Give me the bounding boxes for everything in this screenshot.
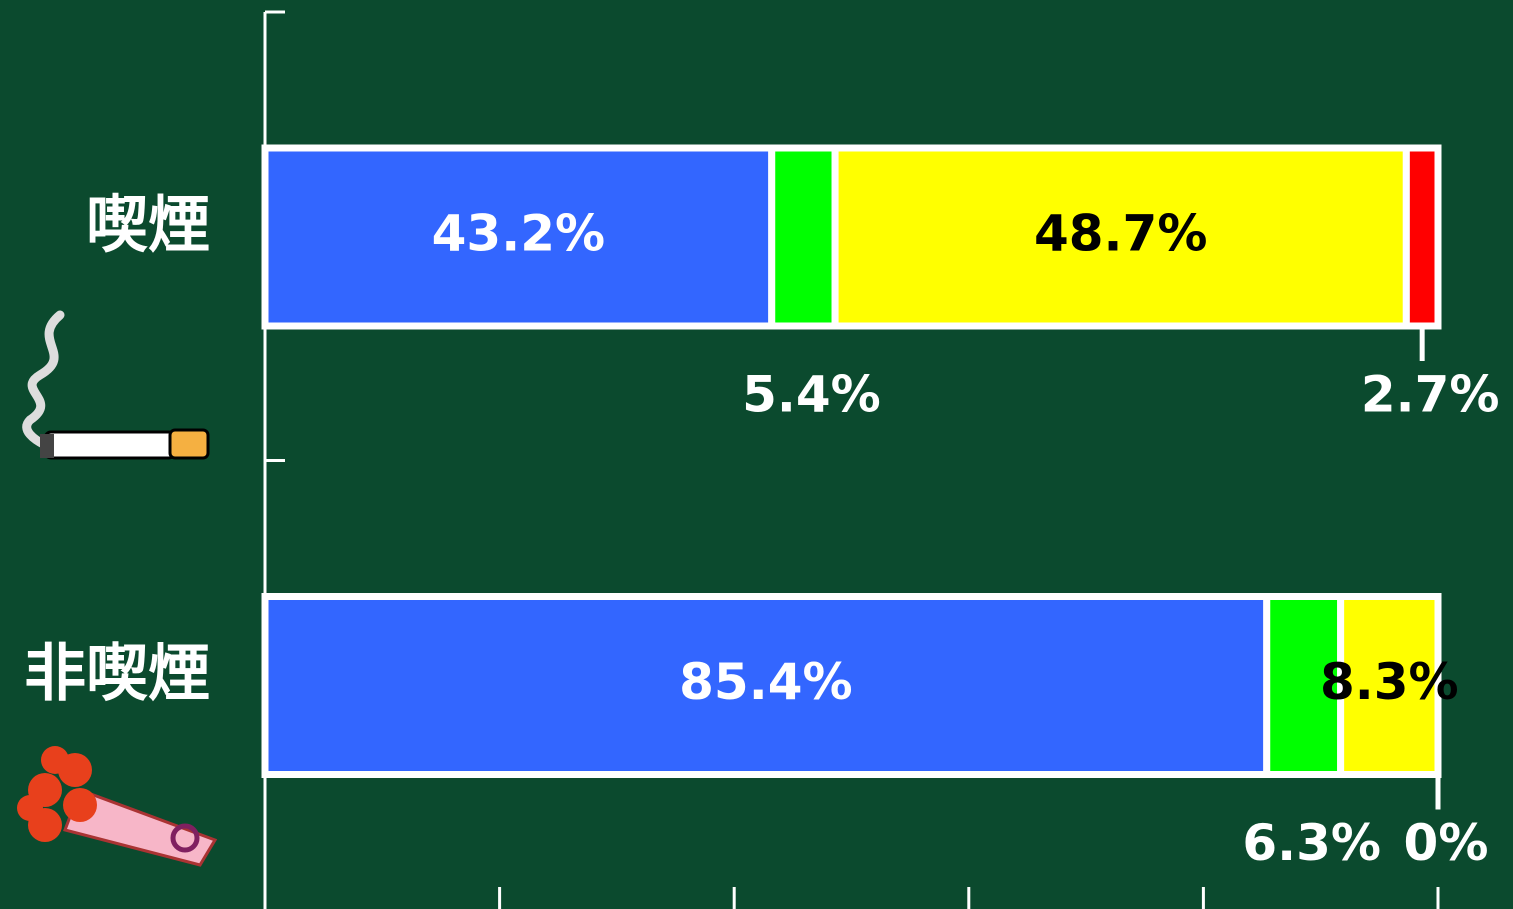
value-label: 2.7% <box>1361 366 1500 424</box>
bar-segment <box>768 144 839 330</box>
category-label: 喫煙 <box>86 188 210 261</box>
bar-segment <box>261 144 776 330</box>
value-label: 85.4% <box>679 653 852 711</box>
bar-segment <box>1337 593 1442 778</box>
value-label: 43.2% <box>432 205 605 263</box>
value-label: 6.3% <box>1242 814 1381 872</box>
value-label: 8.3% <box>1320 653 1459 711</box>
value-label: 5.4% <box>742 366 881 424</box>
bar-segment <box>1402 144 1442 330</box>
cigarette-icon <box>22 310 210 460</box>
value-label: 0% <box>1404 814 1489 872</box>
flower-icon <box>17 746 218 867</box>
category-label: 非喫煙 <box>24 637 210 710</box>
value-label: 48.7% <box>1034 205 1207 263</box>
bar-segment <box>1263 593 1345 778</box>
bar-segment <box>261 593 1271 778</box>
